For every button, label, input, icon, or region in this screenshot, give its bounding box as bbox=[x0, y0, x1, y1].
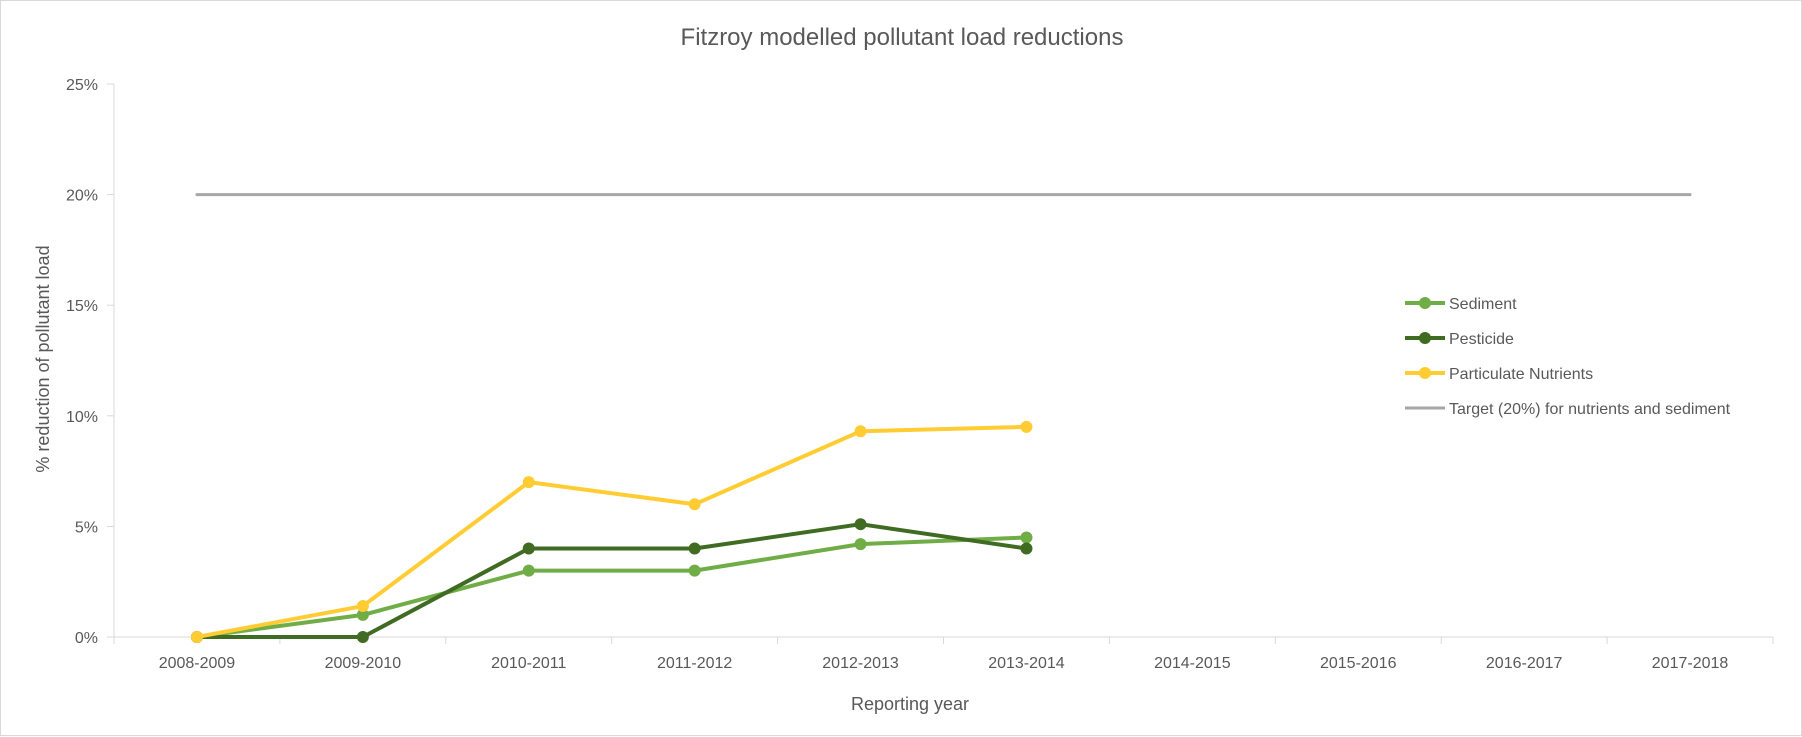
legend-marker bbox=[1419, 297, 1431, 309]
data-point bbox=[688, 542, 701, 555]
legend-item: Sediment bbox=[1405, 296, 1517, 313]
x-tick-label: 2008-2009 bbox=[159, 655, 236, 672]
data-point bbox=[1020, 531, 1033, 544]
series-sediment bbox=[190, 531, 1033, 643]
legend: Sediment Pesticide Particulate Nutrients Ta… bbox=[1405, 296, 1731, 418]
y-tick-label: 15% bbox=[66, 298, 98, 315]
x-tick-label: 2010-2011 bbox=[491, 655, 566, 672]
legend-marker bbox=[1419, 332, 1431, 344]
x-tick-label: 2016-2017 bbox=[1486, 655, 1563, 672]
legend-item: Target (20%) for nutrients and sediment bbox=[1405, 401, 1731, 418]
data-point bbox=[522, 542, 535, 555]
data-point bbox=[854, 518, 867, 531]
y-tick-label: 5% bbox=[75, 519, 98, 536]
series-line bbox=[194, 535, 1029, 639]
legend-marker bbox=[1419, 367, 1431, 379]
y-tick-label: 20% bbox=[66, 188, 98, 205]
series-line bbox=[194, 424, 1029, 639]
series-particulate-nutrients bbox=[190, 420, 1033, 643]
data-point bbox=[190, 631, 203, 643]
x-tick-label: 2012-2013 bbox=[822, 655, 899, 672]
x-tick-label: 2015-2016 bbox=[1320, 655, 1397, 672]
x-tick-label: 2017-2018 bbox=[1652, 655, 1729, 672]
data-point bbox=[688, 564, 701, 577]
data-point bbox=[522, 476, 535, 489]
x-tick-label: 2011-2012 bbox=[657, 655, 732, 672]
data-point bbox=[522, 564, 535, 577]
legend-item: Pesticide bbox=[1405, 331, 1514, 348]
data-point bbox=[356, 608, 369, 621]
x-tick-label: 2014-2015 bbox=[1154, 655, 1231, 672]
legend-label: Particulate Nutrients bbox=[1449, 366, 1593, 383]
y-axis-title: % reduction of pollutant load bbox=[33, 245, 53, 472]
series-pesticide bbox=[190, 518, 1033, 643]
data-point bbox=[356, 631, 369, 643]
data-point bbox=[854, 538, 867, 551]
legend-label: Sediment bbox=[1449, 296, 1517, 313]
y-tick-label: 0% bbox=[75, 630, 98, 647]
data-point bbox=[854, 425, 867, 438]
legend-label: Target (20%) for nutrients and sediment bbox=[1449, 401, 1731, 418]
x-tick-label: 2009-2010 bbox=[325, 655, 402, 672]
chart-title: Fitzroy modelled pollutant load reductio… bbox=[681, 24, 1124, 51]
data-point bbox=[1020, 542, 1033, 555]
x-tick-label: 2013-2014 bbox=[988, 655, 1065, 672]
legend-label: Pesticide bbox=[1449, 331, 1514, 348]
x-axis-title: Reporting year bbox=[851, 694, 969, 714]
data-point bbox=[1020, 420, 1033, 433]
data-point bbox=[356, 600, 369, 613]
y-tick-label: 10% bbox=[66, 409, 98, 426]
series-line bbox=[194, 522, 1029, 639]
y-tick-label: 25% bbox=[66, 77, 98, 94]
legend-item: Particulate Nutrients bbox=[1405, 366, 1593, 383]
data-point bbox=[688, 498, 701, 511]
plot-area: 0% 5% 10% 15% 20% 25% 2008-2009 2009-2010 2010-2… bbox=[66, 77, 1774, 672]
